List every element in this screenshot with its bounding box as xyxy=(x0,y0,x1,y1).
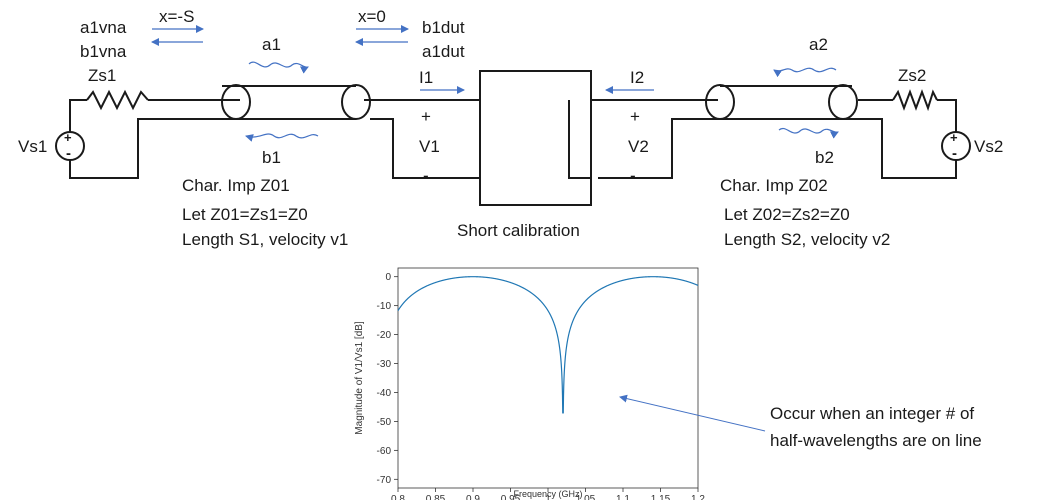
b1-label: b1 xyxy=(262,148,281,167)
y-tick-label: -50 xyxy=(377,417,392,428)
tline2-right-end xyxy=(828,84,858,120)
line2-char-label: Char. Imp Z02 xyxy=(720,176,828,195)
x-tick-label: 0.95 xyxy=(501,494,521,500)
x-tick-label: 0.8 xyxy=(391,494,405,500)
dut-port2-wire xyxy=(568,99,720,179)
vs1-label: Vs1 xyxy=(18,137,47,156)
left-loop-wire xyxy=(69,99,240,179)
v2-label: V2 xyxy=(628,137,649,156)
vs2-label: Vs2 xyxy=(974,137,1003,156)
x-tick-label: 1.1 xyxy=(616,494,630,500)
annotation-line-2: half-wavelengths are on line xyxy=(770,431,982,450)
magnitude-series-line xyxy=(397,276,699,414)
tline1-left-end xyxy=(221,84,251,120)
v1-plus: + xyxy=(421,107,431,126)
a1-wave-icon xyxy=(248,61,309,74)
zs1-resistor xyxy=(86,89,149,111)
b2-wave-icon xyxy=(778,128,839,139)
y-tick-label: -30 xyxy=(377,359,392,370)
dut-port1-wire xyxy=(364,99,480,179)
a1vna-label: a1vna xyxy=(80,18,127,37)
x-tick-label: 1.2 xyxy=(691,494,705,500)
tline1-right-end xyxy=(341,84,371,120)
y-tick-label: -70 xyxy=(377,475,392,486)
y-axis-ticks: 0 -10 -20 -30 -40 -50 -60 -70 xyxy=(377,272,398,486)
line2-let-label: Let Z02=Zs2=Z0 xyxy=(724,205,850,224)
zs2-resistor xyxy=(892,89,938,112)
vs2-source-icon xyxy=(941,131,971,161)
vs2-plus: + xyxy=(950,130,958,145)
x-axis-ticks: 0.8 0.85 0.9 0.95 1 1.05 1.1 1.15 1.2 xyxy=(391,488,705,500)
v2-minus: - xyxy=(630,166,636,185)
annotation-arrow xyxy=(619,394,766,432)
annotation-line-1: Occur when an integer # of xyxy=(770,404,974,423)
zs1-label: Zs1 xyxy=(88,66,116,85)
tline1-body xyxy=(222,85,356,120)
zs2-label: Zs2 xyxy=(898,66,926,85)
a2-wave-icon xyxy=(773,67,837,78)
tline2-left-end xyxy=(705,84,735,120)
a1-label: a1 xyxy=(262,35,281,54)
b1-wave-icon xyxy=(245,133,319,142)
dut-box xyxy=(479,70,592,206)
right-loop-wire xyxy=(852,99,957,179)
vs1-plus: + xyxy=(64,130,72,145)
x-tick-label: 0.9 xyxy=(466,494,480,500)
v1-minus: - xyxy=(423,166,429,185)
y-axis-label: Magnitude of V1/Vs1 [dB] xyxy=(354,321,365,435)
short-calibration-label: Short calibration xyxy=(457,221,580,240)
line1-char-label: Char. Imp Z01 xyxy=(182,176,290,195)
y-tick-label: -60 xyxy=(377,446,392,457)
x-tick-label: 1.15 xyxy=(651,494,671,500)
x-tick-label: 1 xyxy=(545,494,551,500)
b2-label: b2 xyxy=(815,148,834,167)
i1-label: I1 xyxy=(419,68,433,87)
v1-label: V1 xyxy=(419,137,440,156)
line1-let-label: Let Z01=Zs1=Z0 xyxy=(182,205,308,224)
tline2-body xyxy=(720,85,852,120)
v2-plus: + xyxy=(630,107,640,126)
vs1-source-icon xyxy=(55,131,85,161)
y-tick-label: -20 xyxy=(377,330,392,341)
y-tick-label: -40 xyxy=(377,388,392,399)
line2-len-label: Length S2, velocity v2 xyxy=(724,230,890,249)
vs1-minus: - xyxy=(66,145,71,162)
i2-label: I2 xyxy=(630,68,644,87)
y-tick-label: 0 xyxy=(385,272,391,283)
chart-frame xyxy=(397,267,699,489)
line1-len-label: Length S1, velocity v1 xyxy=(182,230,348,249)
x-axis-label: Frequency (GHz) xyxy=(513,489,582,499)
x-minus-s-label: x=-S xyxy=(159,7,194,26)
x-tick-label: 1.05 xyxy=(576,494,596,500)
b1vna-label: b1vna xyxy=(80,42,127,61)
vs2-minus: - xyxy=(952,145,957,162)
x-zero-label: x=0 xyxy=(358,7,386,26)
a2-label: a2 xyxy=(809,35,828,54)
magnitude-chart: 0.8 0.85 0.9 0.95 1 1.05 1.1 1.15 1.2 0 -10 -20 -30… xyxy=(354,267,705,500)
b1dut-label: b1dut xyxy=(422,18,465,37)
a1dut-label: a1dut xyxy=(422,42,465,61)
x-tick-label: 0.85 xyxy=(426,494,446,500)
y-tick-label: -10 xyxy=(377,301,392,312)
